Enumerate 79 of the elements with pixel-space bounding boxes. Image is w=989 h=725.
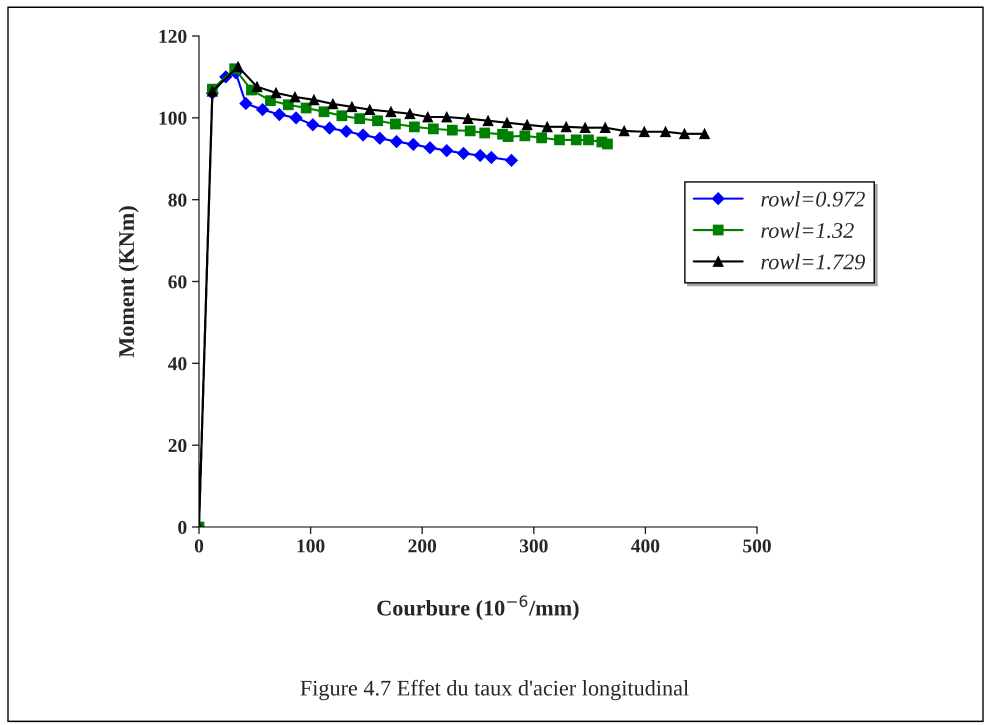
point bbox=[373, 132, 386, 145]
point bbox=[502, 117, 512, 128]
point bbox=[474, 149, 487, 162]
y-tick-label: 0 bbox=[178, 520, 186, 534]
point bbox=[386, 106, 396, 118]
point bbox=[602, 138, 613, 150]
point bbox=[441, 112, 452, 122]
point bbox=[502, 131, 514, 142]
point bbox=[300, 102, 312, 114]
point bbox=[464, 126, 476, 136]
point bbox=[542, 121, 553, 132]
point bbox=[409, 121, 420, 132]
point bbox=[484, 151, 498, 164]
point bbox=[318, 106, 330, 118]
point bbox=[239, 97, 252, 110]
y-axis-title: Moment (KNm) bbox=[118, 206, 139, 358]
point bbox=[336, 110, 348, 122]
x-tick-label: 200 bbox=[408, 539, 436, 552]
point bbox=[600, 122, 611, 134]
point bbox=[560, 121, 572, 132]
point bbox=[428, 124, 439, 134]
point bbox=[638, 126, 650, 138]
point bbox=[346, 101, 358, 112]
point bbox=[256, 103, 270, 116]
point bbox=[290, 92, 300, 102]
point bbox=[536, 132, 547, 144]
point bbox=[618, 126, 630, 136]
point bbox=[482, 115, 494, 126]
point bbox=[252, 81, 262, 92]
point bbox=[570, 134, 582, 146]
point bbox=[308, 94, 320, 106]
text: Figure 4.7 Effet du taux d'acier longitudinal bbox=[300, 680, 689, 700]
point bbox=[390, 118, 401, 130]
x-tick-label: 300 bbox=[520, 539, 548, 552]
point bbox=[457, 147, 470, 160]
point bbox=[422, 112, 434, 122]
point bbox=[272, 108, 286, 121]
x-tick-label: 500 bbox=[743, 539, 771, 552]
point bbox=[580, 122, 591, 134]
y-tick-label: 60 bbox=[168, 275, 186, 288]
point bbox=[479, 128, 490, 138]
y-tick-label: 120 bbox=[160, 30, 186, 43]
point bbox=[462, 113, 474, 124]
point bbox=[372, 115, 383, 126]
point bbox=[519, 130, 530, 142]
point bbox=[583, 134, 594, 146]
point bbox=[554, 134, 565, 146]
point bbox=[340, 124, 353, 138]
point bbox=[699, 128, 710, 140]
legend-label: rowl=1.32 bbox=[761, 222, 854, 238]
point bbox=[354, 113, 366, 124]
point bbox=[323, 122, 336, 134]
y-tick-label: 100 bbox=[160, 112, 186, 125]
point bbox=[356, 128, 370, 142]
point bbox=[505, 154, 518, 167]
point bbox=[404, 108, 416, 120]
legend-label: rowl=1.729 bbox=[761, 254, 865, 270]
point bbox=[306, 118, 320, 132]
legend-label: rowl=0.972 bbox=[761, 190, 865, 207]
point bbox=[522, 119, 532, 130]
point bbox=[270, 87, 282, 98]
point bbox=[406, 138, 420, 151]
x-axis-title: Courbure (10$^{−6}$/mm) bbox=[377, 595, 579, 620]
point bbox=[446, 124, 458, 136]
point bbox=[424, 141, 436, 154]
x-tick-label: 400 bbox=[631, 539, 660, 552]
point bbox=[679, 128, 690, 140]
x-tick-label: 100 bbox=[298, 539, 324, 552]
point bbox=[440, 144, 454, 157]
x-tick-label: 0 bbox=[194, 539, 204, 552]
point bbox=[660, 126, 671, 138]
point bbox=[364, 104, 376, 116]
y-tick-label: 80 bbox=[168, 193, 186, 207]
y-tick-label: 40 bbox=[168, 357, 186, 370]
point bbox=[328, 98, 338, 110]
point bbox=[390, 135, 403, 148]
point bbox=[232, 61, 244, 72]
point bbox=[290, 111, 303, 124]
y-tick-label: 20 bbox=[168, 438, 186, 452]
